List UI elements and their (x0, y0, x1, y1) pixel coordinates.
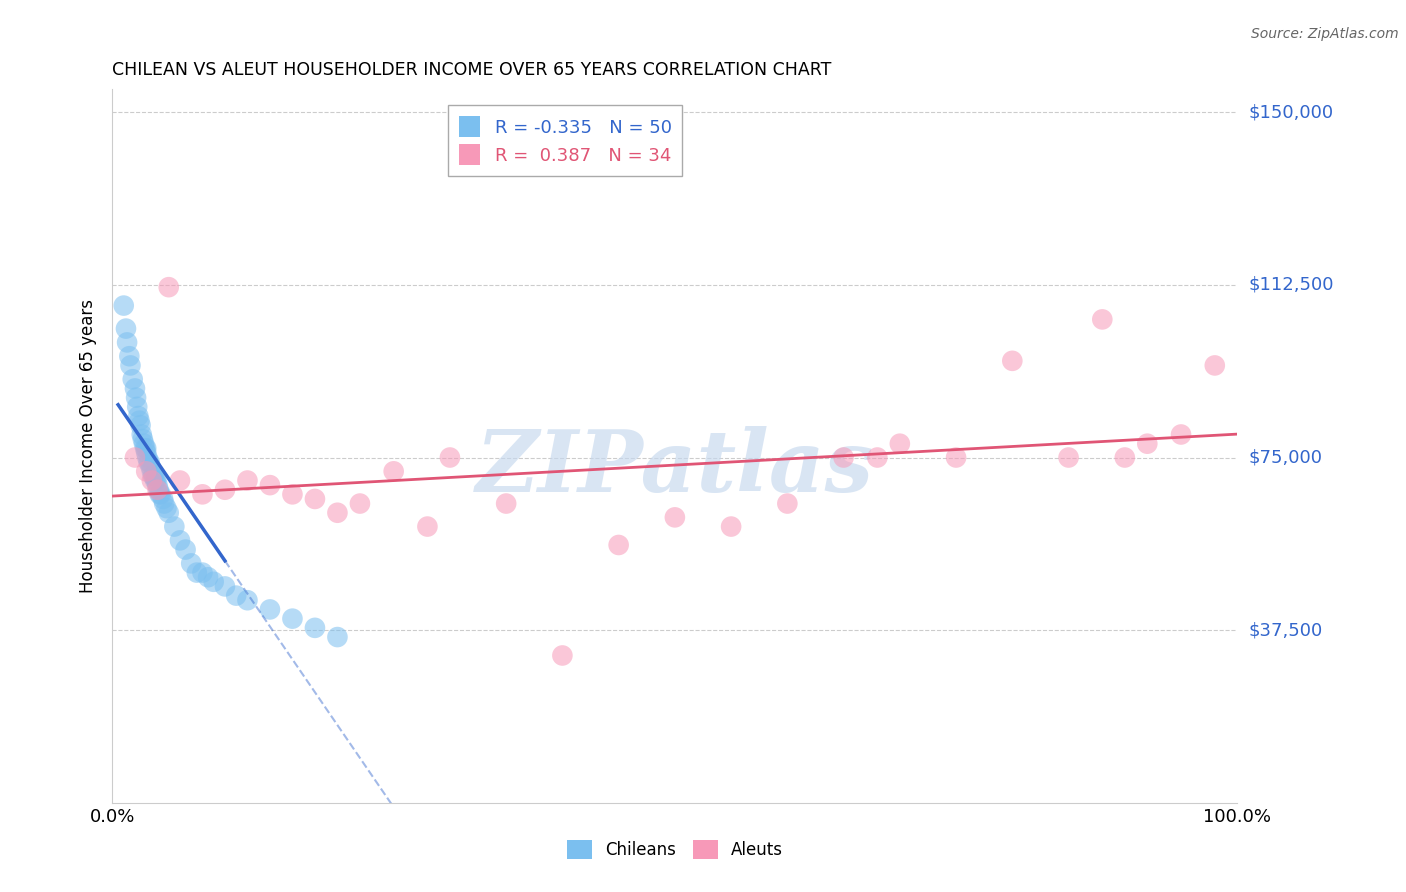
Chileans (149, 487, 172, 501)
Chileans (131, 427, 153, 442)
Chileans (124, 381, 146, 395)
Aleuts (416, 519, 439, 533)
Chileans (326, 630, 349, 644)
Chileans (135, 442, 157, 456)
Aleuts (349, 497, 371, 511)
Chileans (125, 391, 148, 405)
Chileans (225, 589, 247, 603)
Chileans (180, 557, 202, 571)
Aleuts (1136, 436, 1159, 450)
Chileans (120, 359, 142, 373)
Aleuts (382, 464, 405, 478)
Aleuts (191, 487, 214, 501)
Chileans (141, 464, 163, 478)
Chileans (128, 414, 150, 428)
Chileans (153, 497, 176, 511)
Chileans (186, 566, 208, 580)
Aleuts (1170, 427, 1192, 442)
Text: Source: ZipAtlas.com: Source: ZipAtlas.com (1251, 27, 1399, 41)
Aleuts (495, 497, 517, 511)
Chileans (134, 442, 156, 456)
Aleuts (304, 491, 326, 506)
Aleuts (135, 464, 157, 478)
Aleuts (259, 478, 281, 492)
Chileans (157, 506, 180, 520)
Aleuts (124, 450, 146, 465)
Chileans (132, 436, 155, 450)
Aleuts (551, 648, 574, 663)
Chileans (121, 372, 143, 386)
Aleuts (607, 538, 630, 552)
Aleuts (720, 519, 742, 533)
Aleuts (439, 450, 461, 465)
Aleuts (169, 474, 191, 488)
Chileans (142, 469, 165, 483)
Chileans (136, 450, 159, 465)
Chileans (138, 455, 160, 469)
Aleuts (889, 436, 911, 450)
Legend: Chileans, Aleuts: Chileans, Aleuts (560, 833, 790, 866)
Aleuts (326, 506, 349, 520)
Text: $75,000: $75,000 (1249, 449, 1323, 467)
Aleuts (1114, 450, 1136, 465)
Chileans (304, 621, 326, 635)
Aleuts (157, 280, 180, 294)
Chileans (214, 579, 236, 593)
Chileans (174, 542, 197, 557)
Chileans (155, 501, 177, 516)
Text: $37,500: $37,500 (1249, 621, 1323, 640)
Aleuts (281, 487, 304, 501)
Chileans (152, 491, 174, 506)
Aleuts (1091, 312, 1114, 326)
Aleuts (1204, 359, 1226, 373)
Aleuts (146, 483, 169, 497)
Chileans (149, 487, 172, 501)
Chileans (138, 455, 160, 469)
Aleuts (832, 450, 855, 465)
Chileans (135, 446, 157, 460)
Chileans (143, 474, 166, 488)
Aleuts (1057, 450, 1080, 465)
Aleuts (776, 497, 799, 511)
Chileans (143, 469, 166, 483)
Aleuts (664, 510, 686, 524)
Chileans (127, 409, 149, 423)
Aleuts (1001, 354, 1024, 368)
Text: $112,500: $112,500 (1249, 276, 1334, 293)
Text: $150,000: $150,000 (1249, 103, 1333, 121)
Chileans (132, 432, 155, 446)
Chileans (146, 478, 169, 492)
Chileans (129, 418, 152, 433)
Text: ZIPatlas: ZIPatlas (475, 425, 875, 509)
Chileans (236, 593, 259, 607)
Chileans (127, 400, 149, 414)
Chileans (259, 602, 281, 616)
Chileans (163, 519, 186, 533)
Chileans (191, 566, 214, 580)
Aleuts (945, 450, 967, 465)
Chileans (112, 299, 135, 313)
Chileans (145, 474, 167, 488)
Chileans (202, 574, 225, 589)
Chileans (169, 533, 191, 548)
Chileans (115, 335, 138, 350)
Y-axis label: Householder Income Over 65 years: Householder Income Over 65 years (79, 299, 97, 593)
Chileans (148, 483, 170, 497)
Text: CHILEAN VS ALEUT HOUSEHOLDER INCOME OVER 65 YEARS CORRELATION CHART: CHILEAN VS ALEUT HOUSEHOLDER INCOME OVER… (112, 62, 832, 79)
Aleuts (866, 450, 889, 465)
Aleuts (214, 483, 236, 497)
Aleuts (141, 474, 163, 488)
Aleuts (236, 474, 259, 488)
Chileans (281, 612, 304, 626)
Chileans (197, 570, 219, 584)
Chileans (115, 321, 138, 335)
Chileans (118, 349, 141, 363)
Chileans (139, 459, 162, 474)
